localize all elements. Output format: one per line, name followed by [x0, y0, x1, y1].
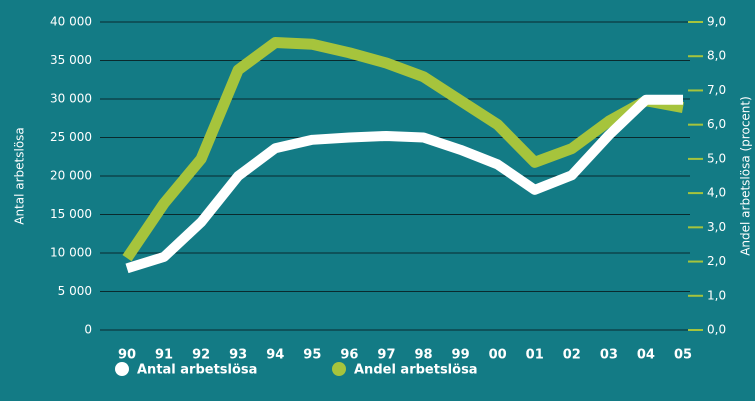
legend-label: Andel arbetslösa	[354, 363, 478, 378]
series-line	[125, 94, 683, 274]
x-tick-label: 02	[563, 348, 581, 363]
legend-label: Antal arbetslösa	[137, 363, 257, 378]
x-tick-label: 00	[489, 348, 507, 363]
x-tick-label: 01	[526, 348, 544, 363]
y2-tick-label: 4,0	[707, 186, 726, 200]
x-tick-label: 91	[155, 348, 173, 363]
x-tick-label: 93	[229, 348, 247, 363]
y-tick-label: 5 000	[58, 284, 92, 298]
y2-tick-label: 2,0	[707, 254, 726, 268]
y-tick-label: 30 000	[50, 92, 92, 106]
y-tick-label: 10 000	[50, 246, 92, 260]
y2-tick-label: 8,0	[707, 49, 726, 63]
y-tick-label: 40 000	[50, 15, 92, 29]
x-tick-label: 05	[674, 348, 692, 363]
x-tick-label: 92	[192, 348, 210, 363]
y2-tick-label: 0,0	[707, 323, 726, 337]
series-line	[122, 37, 684, 262]
x-tick-label: 03	[600, 348, 618, 363]
y-tick-label: 20 000	[50, 169, 92, 183]
x-tick-label: 90	[118, 348, 136, 363]
y-axis-label: Antal arbetslösa	[13, 127, 27, 225]
y-tick-label: 35 000	[50, 53, 92, 67]
y2-tick-label: 6,0	[707, 117, 726, 131]
x-tick-label: 95	[303, 348, 321, 363]
x-tick-label: 04	[637, 348, 655, 363]
x-tick-label: 99	[452, 348, 470, 363]
legend-marker	[332, 362, 346, 376]
y2-tick-label: 7,0	[707, 83, 726, 97]
x-tick-label: 97	[377, 348, 395, 363]
y2-tick-label: 3,0	[707, 220, 726, 234]
y2-tick-label: 5,0	[707, 151, 726, 165]
legend-marker	[115, 362, 129, 376]
x-tick-label: 96	[340, 348, 358, 363]
y2-axis-label: Andel arbetslösa (procent)	[739, 96, 753, 256]
x-tick-label: 94	[266, 348, 284, 363]
y2-tick-label: 1,0	[707, 288, 726, 302]
y2-tick-label: 9,0	[707, 15, 726, 29]
y-tick-label: 0	[84, 323, 92, 337]
x-tick-label: 98	[414, 348, 432, 363]
y-tick-label: 15 000	[50, 207, 92, 221]
y-tick-label: 25 000	[50, 130, 92, 144]
